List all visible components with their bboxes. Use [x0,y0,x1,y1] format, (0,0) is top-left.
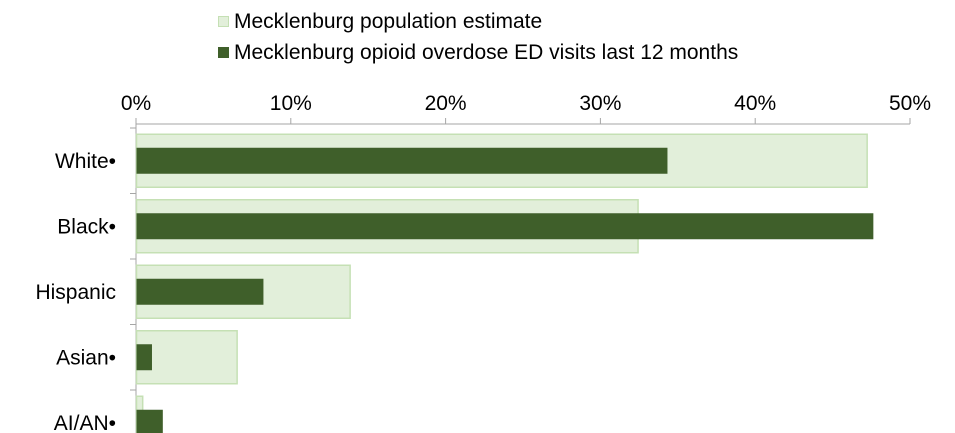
category-label: Asian• [56,346,116,369]
x-tick-label: 50% [889,92,931,115]
legend-label-overdose: Mecklenburg opioid overdose ED visits la… [234,41,739,64]
bar-ed-visits [136,213,874,240]
x-tick-label: 10% [270,92,312,115]
category-label: White• [55,150,116,173]
x-tick-label: 30% [579,92,621,115]
bar-ed-visits [136,409,163,433]
legend-label-population: Mecklenburg population estimate [234,10,543,33]
bar-ed-visits [136,278,264,305]
x-tick-label: 0% [121,92,151,115]
bar-ed-visits [136,344,152,371]
legend-item-population: Mecklenburg population estimate [218,6,738,37]
category-label: Black• [57,215,116,238]
legend-swatch-overdose [218,47,229,58]
x-tick-label: 20% [425,92,467,115]
legend-item-overdose: Mecklenburg opioid overdose ED visits la… [218,37,738,68]
legend-swatch-population [218,16,229,27]
category-label: AI/AN• [54,412,116,433]
x-tick-label: 40% [734,92,776,115]
category-label: Hispanic [35,281,116,304]
bar-ed-visits [136,147,668,174]
chart-legend: Mecklenburg population estimate Mecklenb… [218,6,738,68]
